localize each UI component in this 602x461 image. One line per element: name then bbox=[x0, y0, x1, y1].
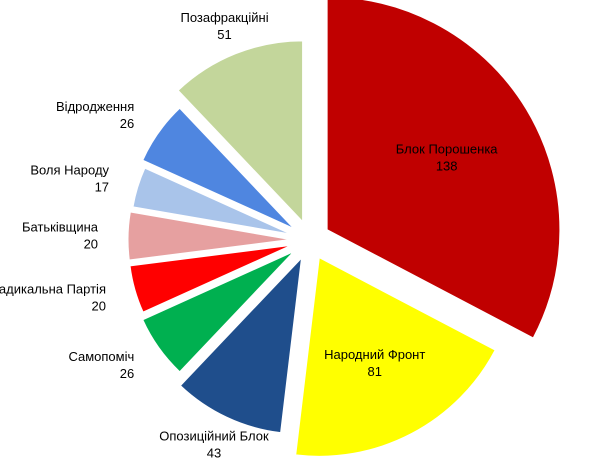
slice-label: Самопоміч bbox=[68, 349, 134, 364]
slice-label: Позафракційні bbox=[180, 10, 268, 25]
slice-label: Воля Народу bbox=[30, 162, 109, 177]
slice-label: Батьківщина bbox=[22, 219, 99, 234]
pie-slice bbox=[179, 256, 303, 434]
pie-slice bbox=[326, 0, 561, 339]
slice-label: Радикальна Партія bbox=[0, 282, 106, 297]
slice-value: 51 bbox=[217, 27, 231, 42]
slice-label: Народний Фронт bbox=[324, 347, 425, 362]
slice-value: 20 bbox=[92, 299, 106, 314]
slice-value: 20 bbox=[84, 236, 98, 251]
pie-slice bbox=[127, 211, 291, 261]
slice-label: Відродження bbox=[56, 99, 134, 114]
pie-slice bbox=[132, 167, 292, 235]
slice-value: 43 bbox=[207, 445, 221, 460]
slice-label: Блок Порошенка bbox=[396, 141, 498, 156]
slice-value: 81 bbox=[368, 364, 382, 379]
pie-slice bbox=[142, 107, 295, 229]
slice-value: 26 bbox=[120, 366, 134, 381]
slice-value: 138 bbox=[436, 158, 458, 173]
pie-slice bbox=[295, 256, 496, 457]
slice-value: 26 bbox=[120, 116, 134, 131]
pie-slice bbox=[142, 251, 295, 373]
slice-value: 17 bbox=[95, 179, 109, 194]
pie-slice bbox=[129, 244, 291, 313]
pie-slice bbox=[177, 40, 304, 223]
slice-label: Опозиційний Блок bbox=[159, 428, 269, 443]
